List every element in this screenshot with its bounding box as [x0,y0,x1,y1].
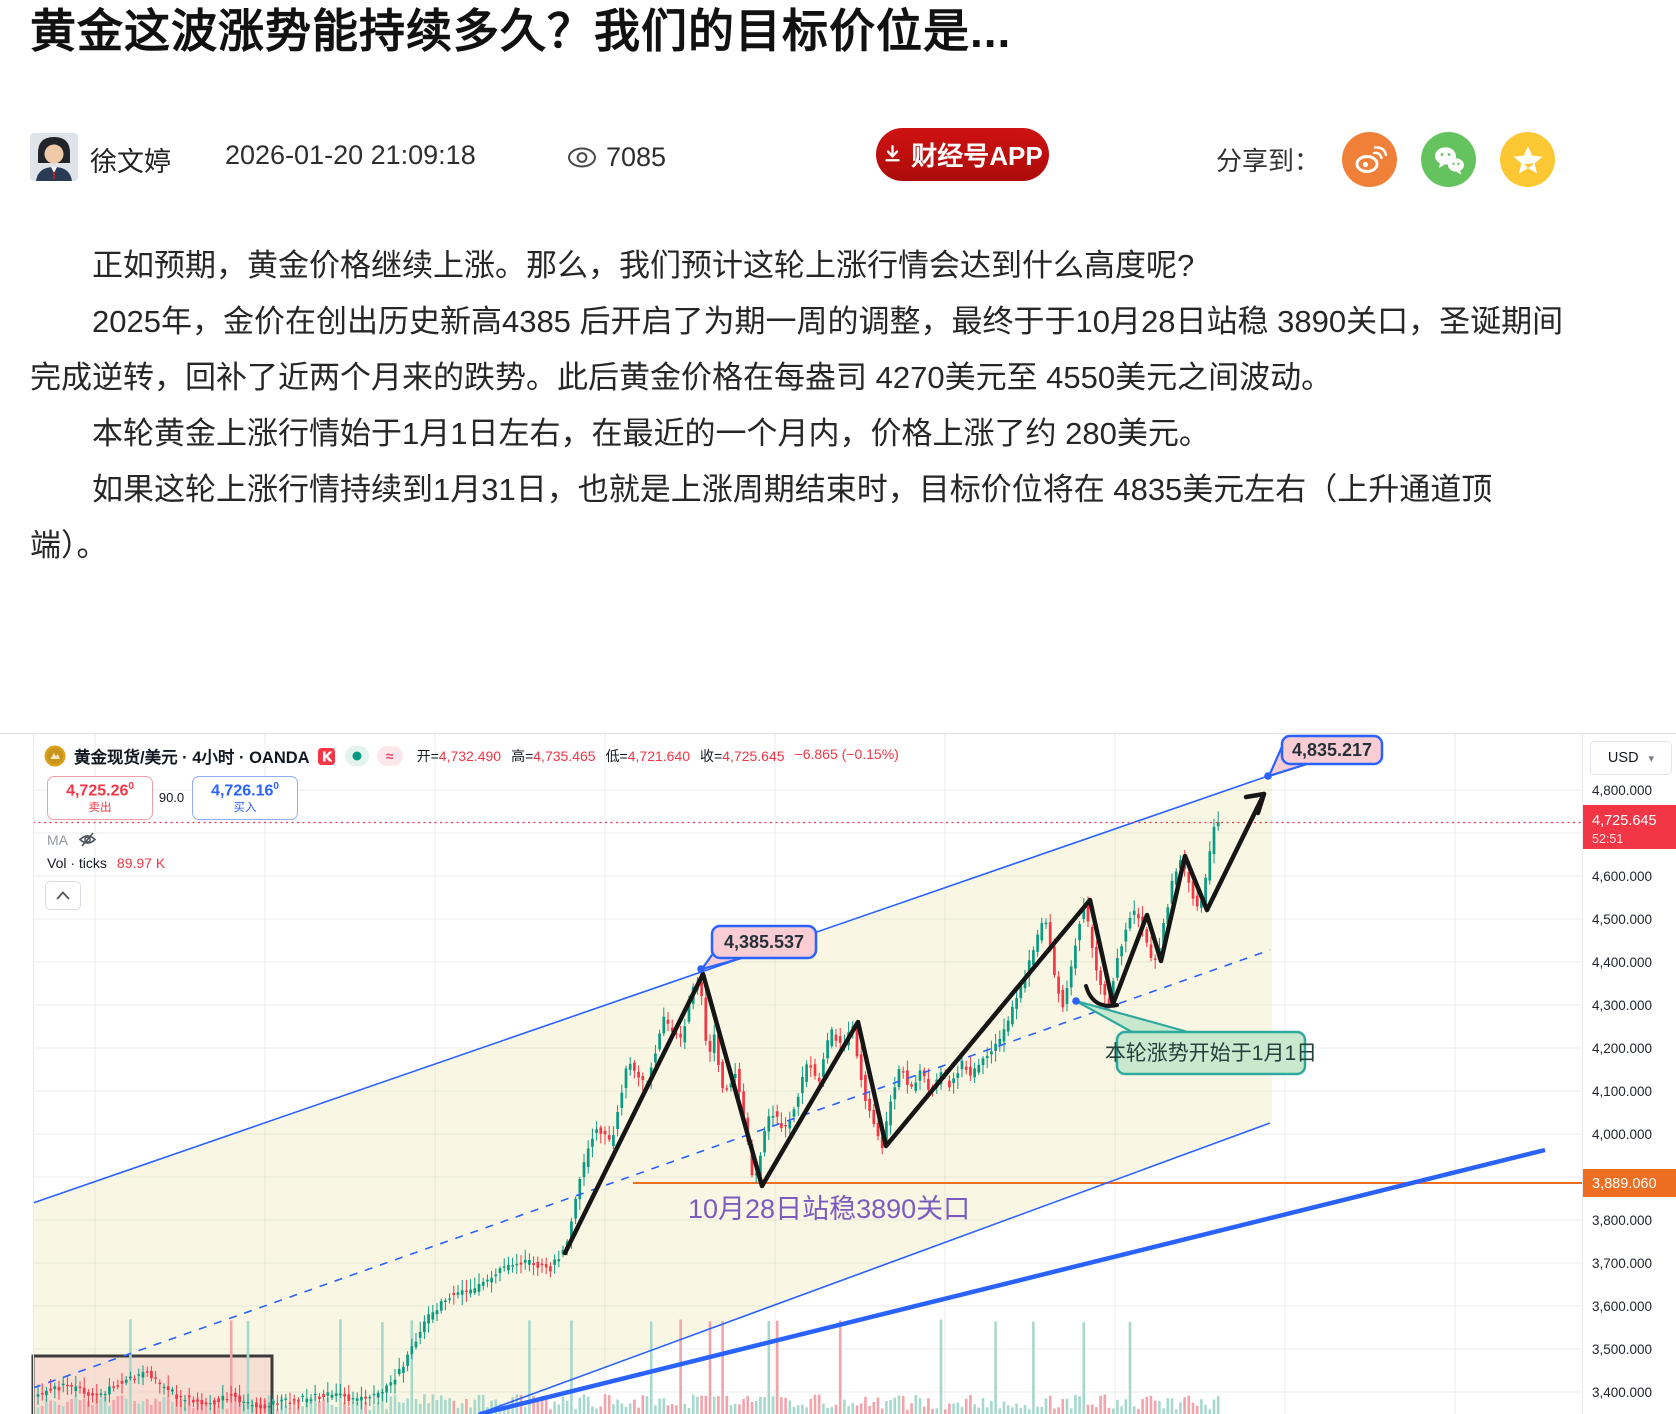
chevron-down-icon: ▾ [1648,752,1655,765]
channel-median-dashed-line[interactable] [32,949,1271,1389]
svg-text:4,835.217: 4,835.217 [1292,740,1372,760]
target-callout[interactable]: 4,835.217 [1264,734,1384,780]
chevron-up-icon [56,891,70,900]
vol-label: Vol · ticks [47,855,107,871]
price-axis[interactable]: 4,800.000 4,600.000 4,500.000 4,400.000 4,30… [1592,783,1652,1400]
candlestick-series [36,811,1220,1414]
svg-text:4,100.000: 4,100.000 [1592,1084,1652,1099]
svg-text:4,200.000: 4,200.000 [1592,1041,1652,1056]
article-body: 正如预期，黄金价格继续上涨。那么，我们预计这轮上涨行情会达到什么高度呢? 202… [30,238,1564,574]
svg-text:4,000.000: 4,000.000 [1592,1127,1652,1142]
channel-upper-line[interactable] [32,775,1269,1204]
trend-hook-annotation [1084,984,1119,1008]
price-chart-canvas[interactable]: 4,835.217 4,385.537 本轮涨势开始于1月1日 10月28日站稳389… [0,733,1676,1414]
share-qzone-button[interactable] [1500,132,1555,187]
weibo-icon [1355,145,1387,173]
sell-button[interactable]: 4,725.260 卖出 [47,776,153,820]
svg-text:4,400.000: 4,400.000 [1592,955,1652,970]
rally-start-callout[interactable]: 本轮涨势开始于1月1日 [1072,997,1317,1076]
svg-text:52:51: 52:51 [1592,832,1623,846]
vol-value: 89.97 K [116,855,166,871]
last-price-badge: 4,725.645 52:51 [1583,805,1676,849]
paragraph: 正如预期，黄金价格继续上涨。那么，我们预计这轮上涨行情会达到什么高度呢? [92,248,1195,283]
gold-coin-icon [44,745,66,767]
market-status-icon[interactable] [344,746,369,766]
peak-callout[interactable]: 4,385.537 [697,924,818,973]
app-button-label: 财经号APP [911,141,1043,171]
svg-text:4,800.000: 4,800.000 [1592,783,1652,798]
chart-symbol-row: 黄金现货/美元 · 4小时 · OANDA ≈ 开=4,732.490 高=4,… [44,744,899,768]
article-meta-row: 徐文婷 2026-01-20 21:09:18 7085 财经号APP 分享到： [30,128,1646,187]
channel-lower-line[interactable] [477,1122,1271,1414]
trend-zigzag-annotation[interactable] [562,791,1267,1256]
symbol-title[interactable]: 黄金现货/美元 · 4小时 · OANDA [74,749,310,767]
ohlc-readout: 开=4,732.490 高=4,735.465 低=4,721.640 收=4,… [416,746,899,764]
spread-value: 90.0 [158,790,185,805]
thick-trendline[interactable] [479,1147,1546,1414]
eye-off-icon[interactable] [78,830,97,849]
svg-text:3,700.000: 3,700.000 [1592,1256,1652,1271]
k-line-flag-icon[interactable] [317,747,337,766]
share-wechat-button[interactable] [1421,132,1476,187]
author-name[interactable]: 徐文婷 [90,147,171,177]
svg-text:4,385.537: 4,385.537 [724,932,804,952]
svg-text:本轮涨势开始于1月1日: 本轮涨势开始于1月1日 [1105,1042,1317,1065]
approx-data-icon[interactable]: ≈ [376,746,403,766]
paragraph: 如果这轮上涨行情持续到1月31日，也就是上涨周期结束时，目标价位将在 4835美… [30,472,1493,563]
view-count-value: 7085 [606,142,667,172]
svg-text:3,600.000: 3,600.000 [1592,1299,1652,1314]
share-label: 分享到： [1216,146,1321,176]
volume-indicator-row[interactable]: Vol · ticks 89.97 K [47,855,165,871]
svg-text:3,800.000: 3,800.000 [1592,1213,1652,1228]
finance-app-download-button[interactable]: 财经号APP [876,128,1049,181]
svg-text:4,300.000: 4,300.000 [1592,998,1652,1013]
support-note: 10月28日站稳3890关口 [688,1194,970,1224]
share-weibo-button[interactable] [1342,132,1397,187]
svg-text:3,400.000: 3,400.000 [1592,1385,1652,1400]
ma-indicator-row[interactable]: MA [47,830,97,849]
view-count: 7085 [567,142,666,173]
currency-value: USD [1607,750,1639,766]
currency-select[interactable]: USD ▾ [1590,741,1672,775]
svg-text:4,500.000: 4,500.000 [1592,912,1652,927]
svg-text:4,725.645: 4,725.645 [1592,813,1657,829]
download-icon [885,144,901,162]
support-price-badge: 3,889.060 [1583,1169,1676,1197]
paragraph: 本轮黄金上涨行情始于1月1日左右，在最近的一个月内，价格上涨了约 280美元。 [92,416,1210,451]
avatar-portrait [30,133,78,181]
svg-text:3,889.060: 3,889.060 [1592,1176,1657,1192]
trend-arrowhead [1243,791,1267,816]
collapse-pane-button[interactable] [45,881,81,910]
svg-text:3,500.000: 3,500.000 [1592,1342,1652,1357]
page-title: 黄金这波涨势能持续多久？我们的目标价位是... [30,5,1012,57]
volume-bars [36,1319,1220,1414]
svg-text:4,600.000: 4,600.000 [1592,869,1652,884]
channel-fill [33,774,1272,1414]
eye-icon [568,147,596,168]
wechat-icon [1434,146,1464,174]
grid-lines [33,733,1582,1414]
publish-datetime: 2026-01-20 21:09:18 [225,140,476,170]
author-avatar [30,133,78,181]
buy-button[interactable]: 4,726.160 买入 [192,776,298,820]
paragraph: 2025年，金价在创出历史新高4385 后开启了为期一周的调整，最终于于10月2… [30,304,1564,395]
ma-label: MA [47,831,68,848]
star-icon [1513,145,1542,173]
